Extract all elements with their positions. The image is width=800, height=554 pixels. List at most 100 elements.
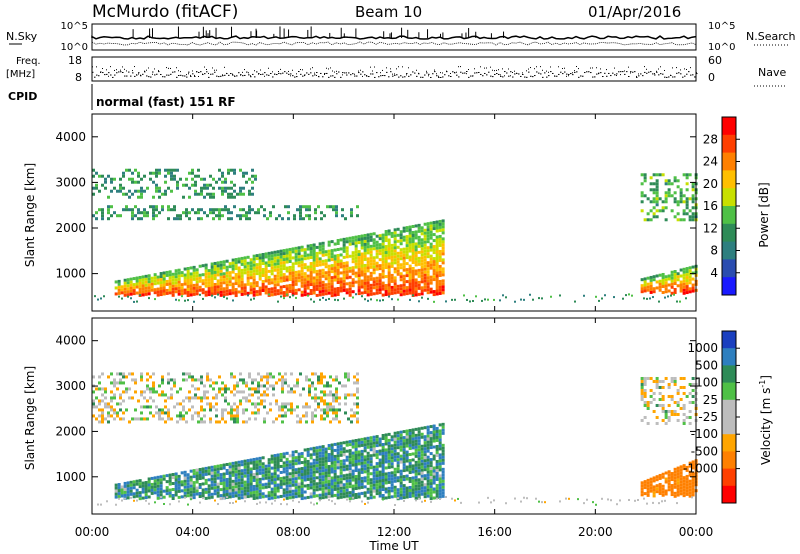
nave-dot — [654, 73, 655, 75]
heatmap-cell — [344, 217, 347, 221]
heatmap-cell — [394, 503, 396, 506]
heatmap-cell — [159, 478, 163, 482]
heatmap-cell — [318, 448, 322, 452]
heatmap-cell — [281, 390, 284, 394]
heatmap-cell — [664, 480, 668, 484]
heatmap-cell — [652, 173, 656, 177]
heatmap-cell — [408, 479, 412, 483]
heatmap-cell — [652, 491, 656, 495]
heatmap-cell — [688, 488, 692, 492]
heatmap-cell — [360, 264, 364, 268]
heatmap-cell — [258, 274, 262, 278]
heatmap-cell — [194, 189, 197, 193]
heatmap-cell — [225, 283, 229, 287]
heatmap-cell — [420, 426, 424, 430]
heatmap-cell — [402, 226, 406, 230]
heatmap-cell — [333, 493, 337, 497]
nave-dot — [416, 69, 417, 71]
heatmap-cell — [164, 168, 167, 172]
heatmap-cell — [206, 186, 209, 190]
heatmap-cell — [114, 292, 118, 296]
heatmap-cell — [420, 447, 424, 451]
heatmap-cell — [230, 211, 233, 215]
heatmap-cell — [381, 251, 385, 255]
heatmap-cell — [119, 402, 122, 406]
heatmap-cell — [203, 384, 206, 388]
heatmap-cell — [664, 218, 668, 222]
heatmap-cell — [200, 177, 203, 181]
heatmap-cell — [691, 182, 695, 186]
heatmap-cell — [282, 452, 286, 456]
heatmap-cell — [667, 382, 671, 386]
heatmap-cell — [141, 278, 145, 282]
heatmap-cell — [315, 476, 319, 480]
heatmap-cell — [246, 276, 250, 280]
heatmap-cell — [149, 387, 152, 391]
freq-dot — [350, 74, 352, 76]
heatmap-cell — [269, 211, 272, 215]
heatmap-cell — [206, 390, 209, 394]
heatmap-cell — [303, 287, 307, 291]
heatmap-cell — [682, 285, 686, 289]
nave-dot — [326, 67, 327, 69]
heatmap-cell — [333, 290, 337, 294]
heatmap-cell — [541, 297, 543, 300]
heatmap-cell — [405, 453, 409, 457]
heatmap-cell — [667, 470, 671, 474]
heatmap-cell — [327, 444, 331, 448]
heatmap-cell — [676, 481, 680, 485]
heatmap-cell — [174, 290, 178, 294]
heatmap-cell — [345, 270, 349, 274]
heatmap-cell — [348, 464, 352, 468]
heatmap-cell — [336, 292, 340, 296]
heatmap-cell — [399, 293, 403, 297]
heatmap-cell — [167, 381, 170, 385]
heatmap-cell — [308, 208, 311, 212]
heatmap-cell — [198, 473, 202, 477]
heatmap-cell — [297, 288, 301, 292]
heatmap-cell — [185, 183, 188, 187]
heatmap-cell — [523, 298, 525, 301]
heatmap-cell — [326, 384, 329, 388]
heatmap-cell — [156, 493, 160, 497]
freq-dot — [326, 72, 328, 74]
heatmap-cell — [411, 224, 415, 228]
heatmap-cell — [228, 468, 232, 472]
freq-dot — [644, 71, 646, 73]
heatmap-cell — [243, 495, 247, 499]
heatmap-cell — [649, 297, 651, 300]
heatmap-cell — [643, 297, 645, 300]
heatmap-cell — [384, 472, 388, 476]
heatmap-cell — [251, 180, 254, 184]
heatmap-cell — [288, 490, 292, 494]
heatmap-cell — [439, 497, 441, 500]
heatmap-cell — [369, 460, 373, 464]
freq-dot — [214, 71, 216, 73]
nave-dot — [140, 74, 141, 76]
heatmap-cell — [189, 293, 193, 297]
heatmap-cell — [266, 217, 269, 221]
heatmap-cell — [173, 174, 176, 178]
heatmap-cell — [232, 299, 234, 302]
heatmap-cell — [231, 261, 235, 265]
heatmap-cell — [673, 191, 677, 195]
heatmap-cell — [147, 280, 151, 284]
heatmap-cell — [303, 463, 307, 467]
heatmap-cell — [188, 195, 191, 199]
heatmap-cell — [164, 189, 167, 193]
heatmap-cell — [366, 278, 370, 282]
heatmap-cell — [643, 486, 647, 490]
heatmap-cell — [221, 411, 224, 415]
heatmap-cell — [417, 430, 421, 434]
freq-dot — [256, 71, 258, 73]
heatmap-cell — [210, 495, 214, 499]
heatmap-cell — [234, 464, 238, 468]
heatmap-cell — [354, 478, 358, 482]
heatmap-cell — [393, 488, 397, 492]
heatmap-cell — [673, 176, 677, 180]
heatmap-cell — [123, 281, 127, 285]
nave-dot — [592, 67, 593, 69]
heatmap-cell — [300, 248, 304, 252]
heatmap-cell — [360, 237, 364, 241]
heatmap-cell — [384, 260, 388, 264]
